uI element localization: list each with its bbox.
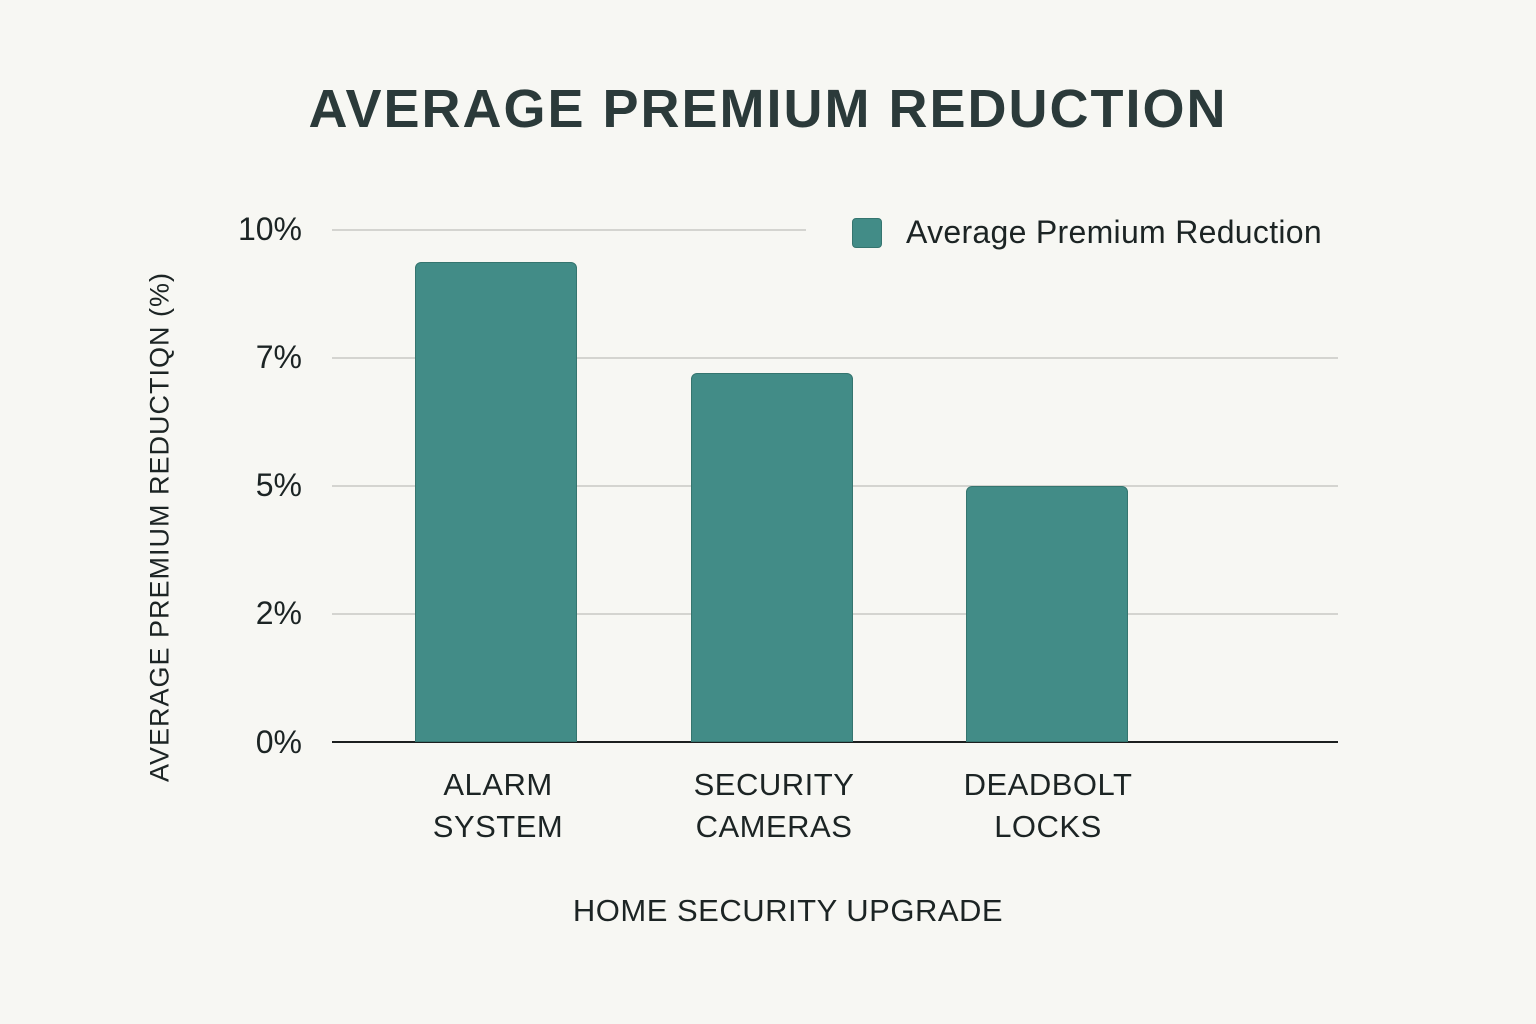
chart-title: AVERAGE PREMIUM REDUCTION	[308, 79, 1228, 139]
x-tick-label-security-cameras: SECURITY CAMERAS	[693, 767, 855, 844]
y-tick-label: 7%	[255, 339, 302, 375]
y-tick-label: 10%	[237, 211, 302, 247]
x-axis-line	[332, 741, 1338, 743]
bar-security-cameras	[691, 373, 853, 742]
gridline-7	[332, 357, 1338, 359]
x-tick-label-deadbolt-locks: DEADBOLT LOCKS	[963, 767, 1133, 844]
y-tick-label: 0%	[255, 724, 302, 760]
legend-swatch-icon	[852, 217, 882, 248]
y-tick-label: 2%	[255, 595, 302, 631]
bar-deadbolt-locks	[966, 486, 1128, 742]
x-axis-title: HOME SECURITY UPGRADE	[572, 893, 1004, 928]
y-tick-label: 5%	[255, 467, 302, 503]
y-axis-title: AVERAGE PREMIUM REDUCTIQN (%)	[144, 271, 175, 783]
gridline-10	[332, 229, 806, 231]
legend: Average Premium Reduction	[852, 214, 1322, 251]
legend-label: Average Premium Reduction	[906, 214, 1322, 250]
bar-alarm-system	[415, 262, 577, 742]
x-tick-label-alarm-system: ALARM SYSTEM	[432, 767, 564, 844]
